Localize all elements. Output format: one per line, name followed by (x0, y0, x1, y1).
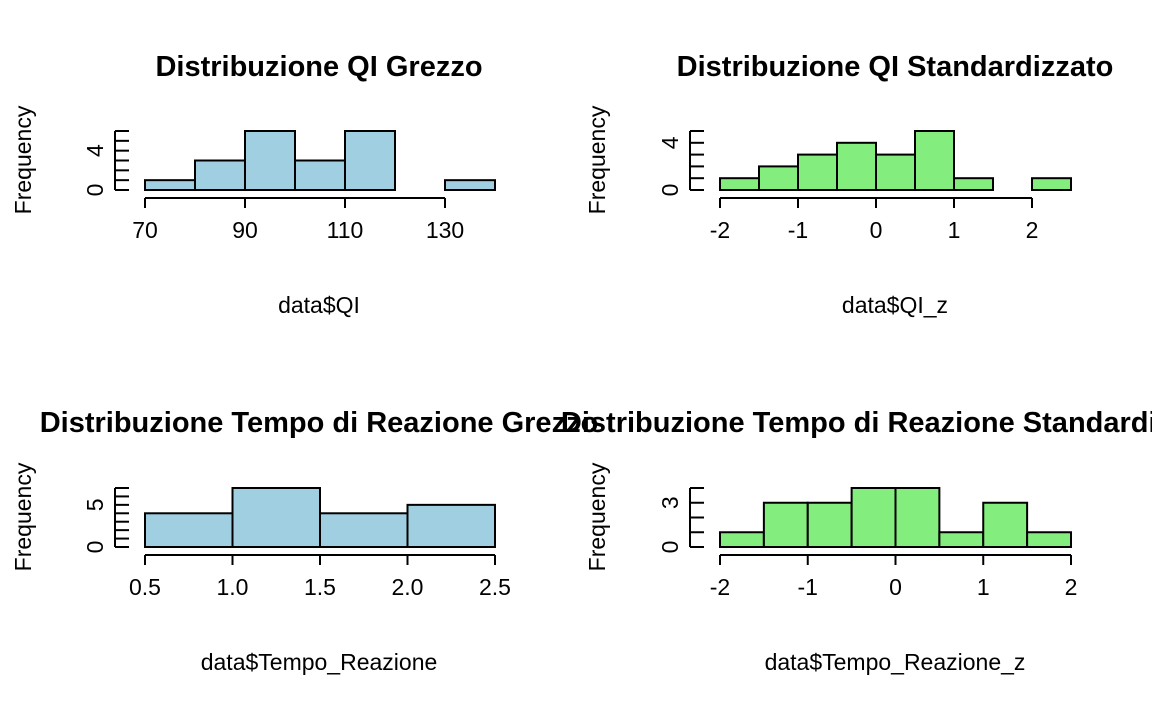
histogram-bar (719, 177, 760, 191)
histogram-bar (758, 165, 799, 191)
x-axis-label: data$QI_z (842, 292, 948, 318)
y-tick-label: 4 (82, 144, 108, 157)
panel-qi-raw: 70 90 110 130 0 4 data$QI Frequency Distribuz… (10, 51, 496, 318)
x-tick-label: -2 (710, 574, 730, 600)
x-tick-label: 2 (1065, 574, 1078, 600)
x-axis-label: data$Tempo_Reazione_z (765, 649, 1026, 675)
histogram-bar (144, 512, 234, 548)
histogram-bar (938, 531, 985, 548)
histogram-bar (244, 130, 296, 191)
y-axis-label: Frequency (584, 462, 610, 571)
histogram-bar (294, 159, 346, 191)
x-tick-label: -2 (710, 217, 730, 243)
x-tick-label: 1 (948, 217, 961, 243)
histogram-bar (836, 141, 877, 192)
y-axis-label: Frequency (584, 105, 610, 214)
y-tick-label: 0 (657, 184, 683, 197)
x-tick-label: 1.5 (304, 574, 336, 600)
x-tick-label: 0.5 (129, 574, 161, 600)
plot-area: 0.5 1.0 1.5 2.0 2.5 0 5 (82, 487, 511, 600)
x-tick-label: -1 (798, 574, 818, 600)
y-axis-label: Frequency (10, 462, 36, 571)
y-tick-label: 0 (82, 184, 108, 197)
histogram-bar (344, 130, 396, 191)
histogram-bar (762, 501, 809, 548)
chart-title: Distribuzione Tempo di Reazione Grezzo (40, 407, 599, 439)
y-tick-label: 0 (82, 541, 108, 554)
histogram-bar (719, 531, 765, 548)
plot-area: -2 -1 0 1 2 0 3 (657, 487, 1078, 600)
panel-tempo-std: -2 -1 0 1 2 0 3 data$Tempo_Reazione_z Frequenc… (561, 407, 1152, 675)
x-tick-label: 2 (1026, 217, 1039, 243)
plot-area: 70 90 110 130 0 4 (82, 130, 496, 243)
panel-tempo-raw: 0.5 1.0 1.5 2.0 2.5 0 5 data$Tempo_Reazione Fr… (10, 407, 598, 675)
x-tick-label: 110 (327, 217, 364, 243)
histogram-bar (894, 487, 941, 548)
histogram-bar (875, 153, 916, 192)
histogram-bar (850, 487, 897, 548)
histogram-bar (319, 512, 409, 548)
x-tick-label: 130 (426, 217, 464, 243)
histogram-bar (806, 501, 853, 548)
histogram-bar (444, 179, 496, 192)
x-tick-label: -1 (788, 217, 808, 243)
histogram-bar (144, 179, 196, 192)
y-tick-label: 0 (657, 541, 683, 554)
x-tick-label: 70 (132, 217, 158, 243)
y-tick-label: 4 (657, 136, 683, 149)
y-axis-label: Frequency (10, 105, 36, 214)
x-tick-label: 0 (870, 217, 883, 243)
plot-area: -2 -1 0 1 2 0 4 (657, 130, 1072, 243)
histogram-bar (1026, 531, 1072, 548)
chart-title: Distribuzione QI Grezzo (155, 51, 482, 83)
histogram-bar (797, 153, 838, 192)
histogram-bar (953, 177, 994, 191)
y-tick-label: 3 (657, 496, 683, 509)
x-tick-label: 1.0 (217, 574, 249, 600)
y-tick-label: 5 (82, 498, 108, 511)
histogram-bar (194, 159, 246, 191)
x-axis-label: data$QI (278, 292, 360, 318)
histogram-bar (914, 130, 955, 191)
histogram-bar (406, 503, 496, 549)
histogram-bar (1031, 177, 1072, 191)
x-tick-label: 1 (977, 574, 990, 600)
x-axis-label: data$Tempo_Reazione (201, 649, 438, 675)
chart-title: Distribuzione Tempo di Reazione Standard… (561, 407, 1152, 439)
chart-title: Distribuzione QI Standardizzato (677, 51, 1114, 83)
histogram-bar (982, 501, 1029, 548)
x-tick-label: 90 (232, 217, 258, 243)
panel-qi-std: -2 -1 0 1 2 0 4 data$QI_z Frequency Distribuzi… (584, 51, 1113, 318)
x-tick-label: 2.5 (479, 574, 511, 600)
histogram-bar (231, 487, 321, 548)
x-tick-label: 2.0 (392, 574, 424, 600)
x-tick-label: 0 (889, 574, 902, 600)
